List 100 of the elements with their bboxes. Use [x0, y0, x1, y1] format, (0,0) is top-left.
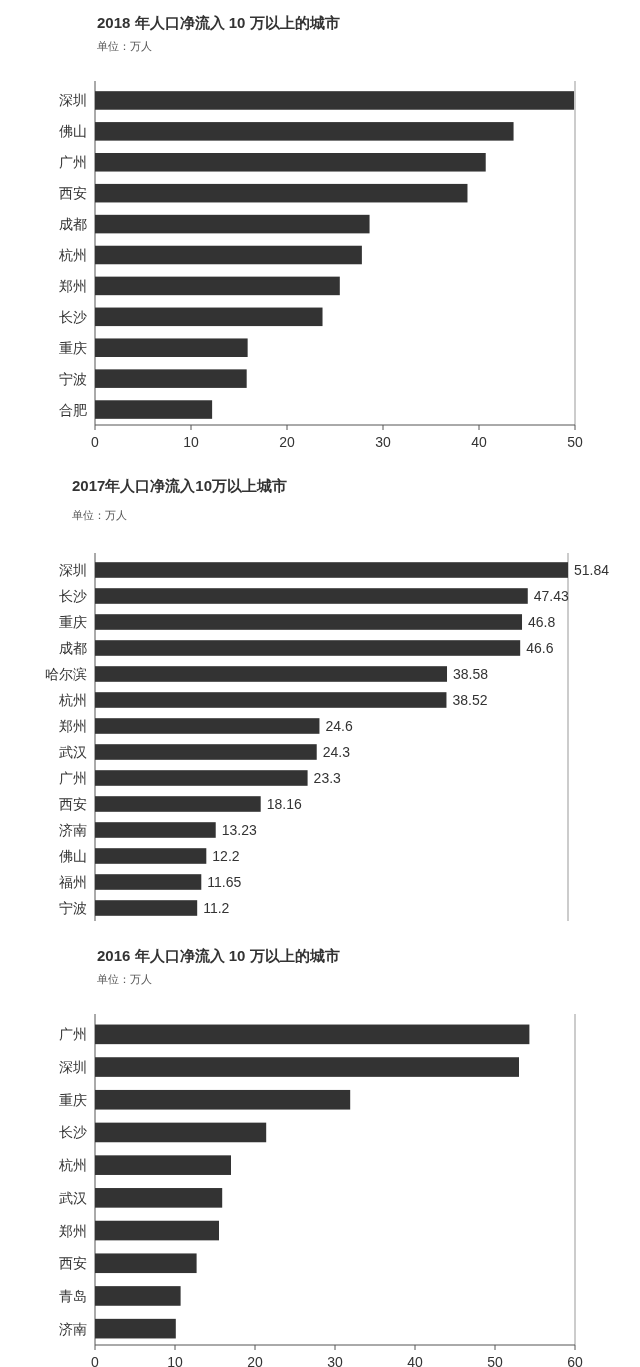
y-tick-label: 济南: [59, 822, 87, 838]
bar: [95, 1220, 219, 1241]
bar: [95, 369, 247, 388]
data-label: 51.84: [574, 562, 610, 578]
y-tick-label: 杭州: [58, 247, 87, 263]
bar: [95, 1318, 176, 1339]
chart-title: 2017年人口净流入10万以上城市: [72, 477, 288, 494]
bar: [95, 1089, 351, 1110]
y-tick-label: 济南: [59, 1320, 87, 1337]
chart-subtitle: 单位：万人: [72, 509, 127, 521]
bar: [95, 874, 202, 890]
y-tick-label: 西安: [59, 796, 87, 812]
bar: [95, 276, 340, 296]
y-tick-label: 郑州: [59, 1222, 87, 1239]
y-tick-label: 佛山: [59, 123, 87, 140]
y-tick-label: 深圳: [59, 92, 87, 109]
x-tick-label: 50: [487, 1354, 503, 1367]
bar: [95, 1024, 530, 1045]
data-label: 38.52: [452, 692, 488, 708]
data-label: 46.8: [528, 614, 556, 630]
y-tick-label: 合肥: [59, 401, 87, 418]
data-label: 46.6: [526, 640, 554, 656]
y-tick-label: 西安: [59, 1255, 87, 1272]
x-tick-label: 40: [407, 1354, 423, 1367]
bar: [95, 245, 362, 265]
bar: [95, 744, 317, 760]
y-tick-label: 郑州: [59, 277, 87, 294]
y-tick-label: 广州: [59, 154, 87, 171]
x-tick-label: 10: [183, 434, 199, 450]
bar: [95, 183, 468, 203]
chart-title: 2018 年人口净流入 10 万以上的城市: [97, 14, 340, 31]
y-tick-label: 深圳: [59, 562, 87, 578]
y-tick-label: 杭州: [58, 692, 87, 708]
bar: [95, 614, 523, 630]
bar: [95, 770, 308, 786]
bar: [95, 1122, 267, 1143]
y-tick-label: 长沙: [59, 588, 87, 604]
bar: [95, 718, 320, 734]
bar: [95, 122, 514, 141]
chart-title: 2016 年人口净流入 10 万以上的城市: [97, 947, 340, 964]
data-label: 24.6: [325, 718, 353, 734]
bar: [95, 822, 216, 838]
y-tick-label: 成都: [59, 216, 87, 233]
bar: [95, 1286, 181, 1306]
bar: [95, 214, 370, 234]
y-tick-label: 长沙: [59, 308, 87, 325]
y-tick-label: 重庆: [59, 1091, 87, 1108]
bar: [95, 307, 323, 327]
data-label: 23.3: [313, 770, 342, 786]
data-label: 18.16: [266, 796, 302, 812]
x-tick-label: 30: [375, 434, 391, 450]
bar: [95, 400, 213, 419]
y-tick-label: 郑州: [59, 718, 87, 734]
bar: [95, 848, 207, 864]
bar: [95, 1057, 519, 1077]
y-tick-label: 福州: [59, 874, 87, 890]
y-tick-label: 广州: [59, 770, 87, 786]
x-tick-label: 50: [567, 434, 583, 450]
bar: [95, 1155, 231, 1175]
chart-subtitle: 单位：万人: [97, 40, 152, 52]
data-label: 11.2: [203, 900, 230, 916]
data-label: 24.3: [322, 744, 351, 760]
y-tick-label: 武汉: [59, 744, 87, 760]
y-tick-label: 深圳: [59, 1059, 87, 1076]
y-tick-label: 青岛: [59, 1287, 87, 1304]
bar: [95, 153, 486, 172]
x-tick-label: 20: [279, 434, 295, 450]
y-tick-label: 广州: [59, 1026, 87, 1043]
y-tick-label: 重庆: [59, 339, 87, 356]
x-tick-label: 30: [327, 1354, 343, 1367]
bar: [95, 900, 198, 916]
y-tick-label: 武汉: [59, 1189, 87, 1206]
bar: [95, 692, 447, 708]
y-tick-label: 哈尔滨: [45, 666, 87, 682]
bar: [95, 91, 575, 110]
bar: [95, 562, 568, 578]
bar: [95, 338, 248, 357]
x-tick-label: 0: [91, 434, 100, 450]
data-label: 12.2: [212, 848, 240, 864]
data-label: 38.58: [453, 666, 489, 682]
bar: [95, 588, 528, 604]
y-tick-label: 重庆: [59, 614, 87, 630]
y-tick-label: 西安: [59, 185, 87, 202]
y-tick-label: 佛山: [59, 848, 87, 864]
y-tick-label: 成都: [59, 640, 87, 656]
bar: [95, 1188, 223, 1208]
bar: [95, 640, 521, 656]
data-label: 13.23: [221, 822, 257, 838]
x-tick-label: 60: [567, 1354, 583, 1367]
y-tick-label: 宁波: [59, 900, 87, 916]
x-tick-label: 20: [247, 1354, 263, 1367]
y-tick-label: 宁波: [59, 370, 87, 387]
x-tick-label: 0: [91, 1354, 100, 1367]
bar: [95, 796, 261, 812]
y-tick-label: 长沙: [59, 1124, 87, 1141]
data-label: 47.43: [533, 588, 570, 604]
chart-subtitle: 单位：万人: [97, 973, 152, 985]
y-tick-label: 杭州: [58, 1157, 87, 1174]
x-tick-label: 10: [167, 1354, 183, 1367]
bar: [95, 666, 448, 682]
